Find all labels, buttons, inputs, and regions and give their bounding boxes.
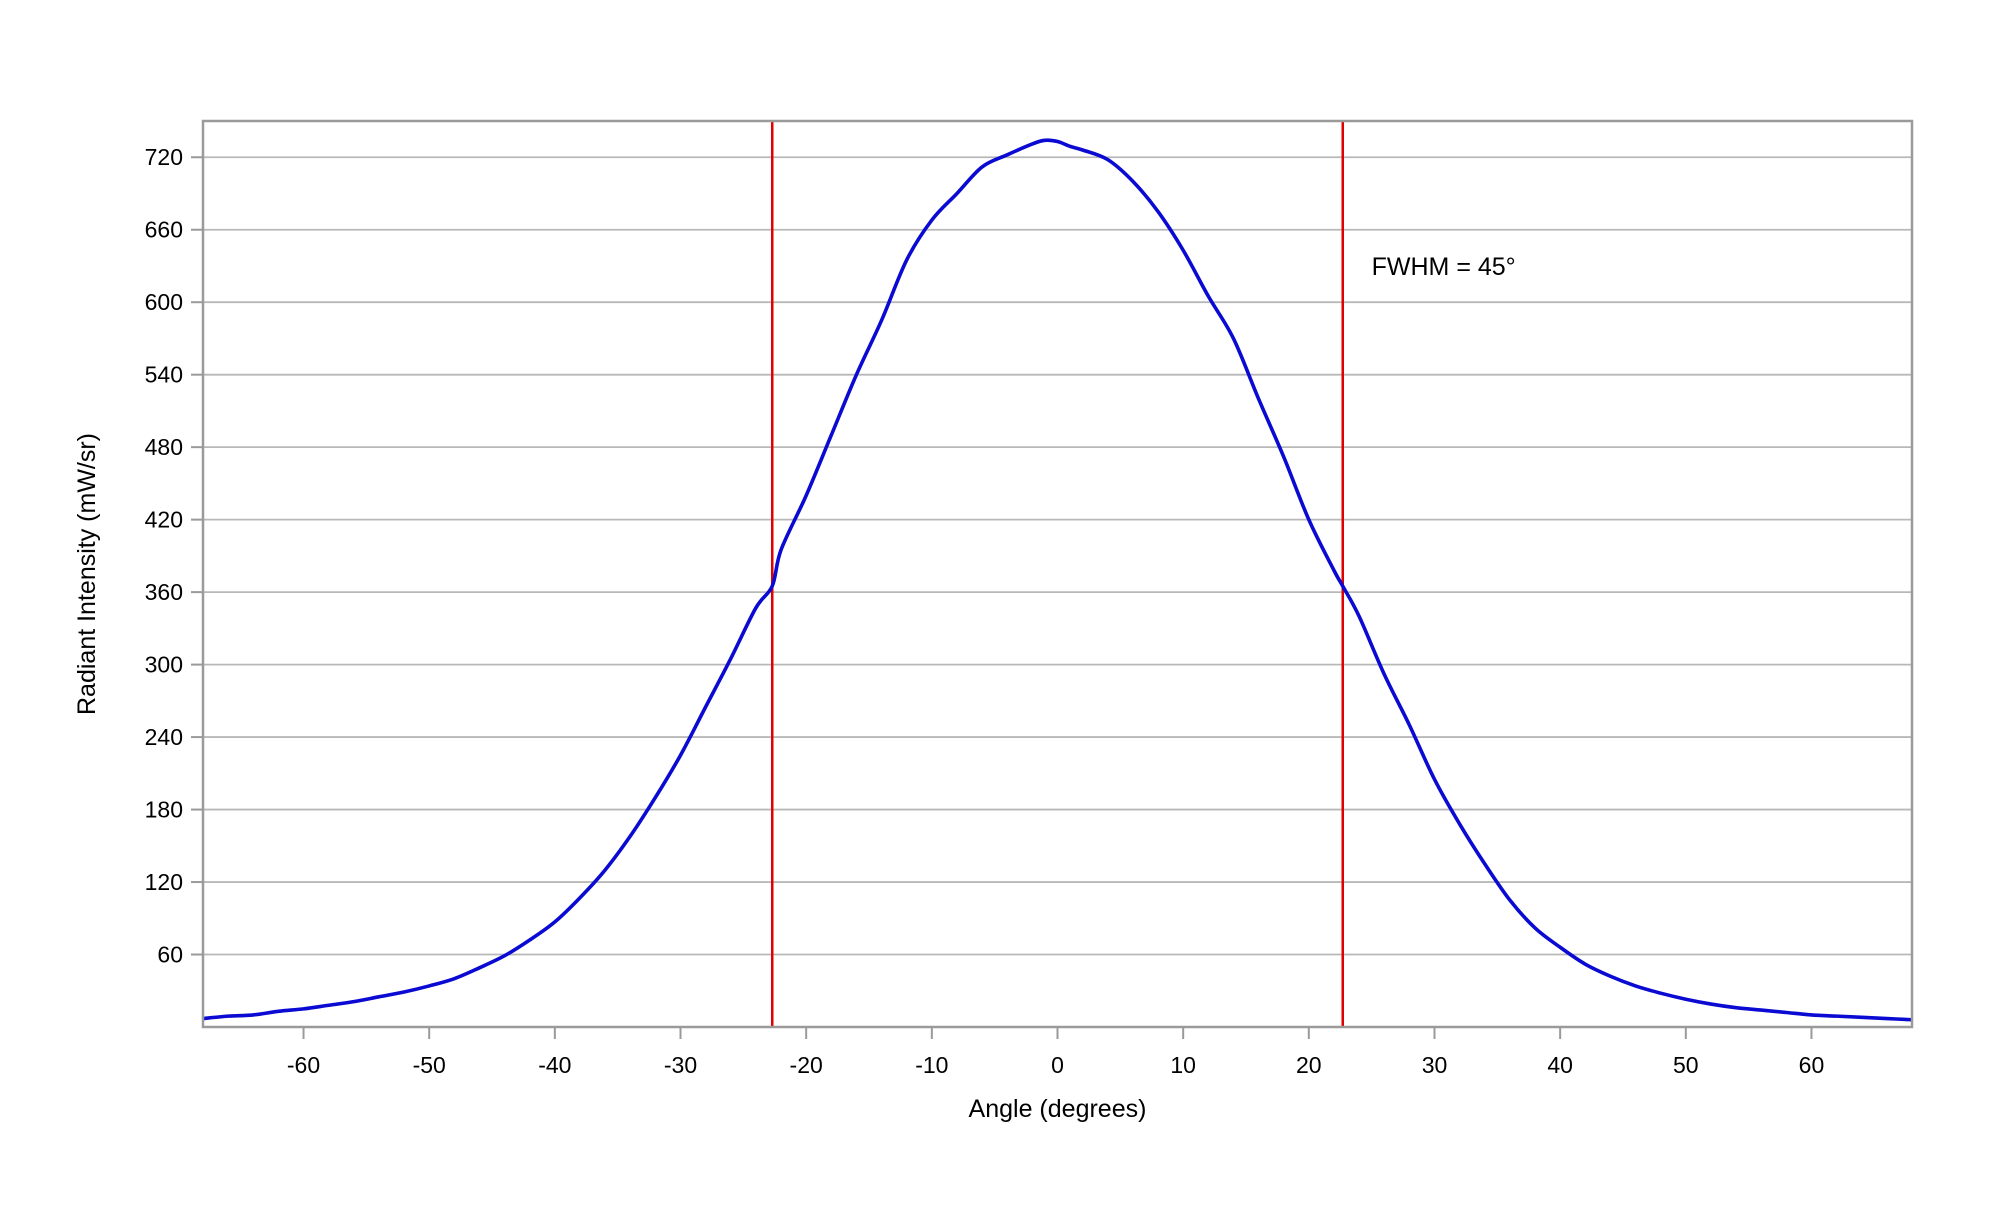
x-tick-label: 0 [1051, 1052, 1064, 1078]
y-tick-label: 660 [145, 217, 183, 243]
fwhm-markers [770, 121, 1345, 1027]
x-tick-label: 10 [1170, 1052, 1196, 1078]
y-tick-label: 240 [145, 724, 183, 750]
gridlines [203, 156, 1912, 956]
y-tick-label: 720 [145, 144, 183, 170]
x-tick-label: -10 [915, 1052, 948, 1078]
y-tick-label: 540 [145, 362, 183, 388]
y-tick-label: 360 [145, 579, 183, 605]
y-axis-ticks: 60 120 180 240 300 360 420 480 540 600 660 720 [145, 144, 203, 968]
x-axis-ticks: -60 -50 -40 -30 -20 -10 0 10 20 30 40 50 60 [287, 1027, 1824, 1078]
annotations: FWHM = 45° [1372, 253, 1516, 281]
x-tick-label: -60 [287, 1052, 320, 1078]
x-tick-label: -50 [413, 1052, 446, 1078]
y-tick-label: 300 [145, 652, 183, 678]
x-tick-label: 20 [1296, 1052, 1322, 1078]
x-tick-label: 30 [1422, 1052, 1448, 1078]
x-tick-label: -30 [664, 1052, 697, 1078]
x-tick-label: 40 [1547, 1052, 1573, 1078]
x-tick-label: -40 [538, 1052, 571, 1078]
y-tick-label: 480 [145, 434, 183, 460]
radiant-intensity-line [202, 138, 1913, 1022]
y-tick-label: 420 [145, 507, 183, 533]
y-tick-label: 180 [145, 797, 183, 823]
y-tick-label: 600 [145, 289, 183, 315]
x-tick-label: 50 [1673, 1052, 1699, 1078]
y-tick-label: 60 [157, 942, 183, 968]
series-layer [202, 138, 1913, 1022]
x-tick-label: 60 [1799, 1052, 1825, 1078]
y-axis-title: Radiant Intensity (mW/sr) [73, 433, 101, 715]
y-tick-label: 120 [145, 869, 183, 895]
x-axis-title: Angle (degrees) [969, 1095, 1147, 1123]
fwhm-annotation: FWHM = 45° [1372, 253, 1516, 281]
x-tick-label: -20 [790, 1052, 823, 1078]
